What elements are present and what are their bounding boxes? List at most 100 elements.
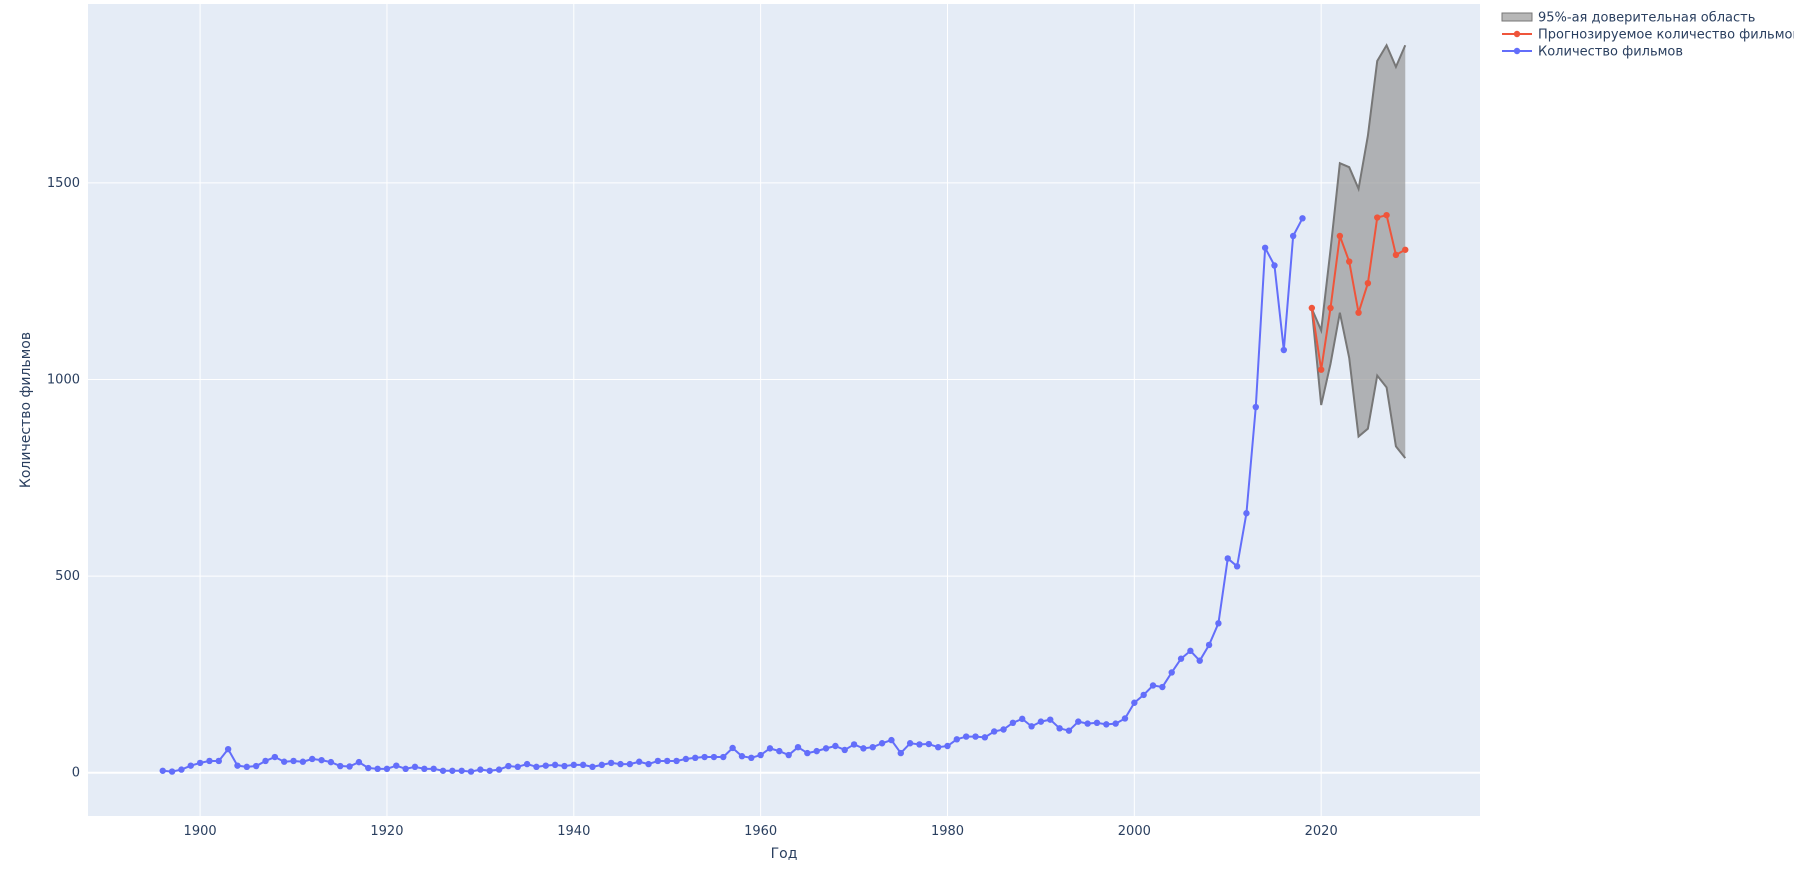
data-point[interactable] (178, 766, 185, 773)
data-point[interactable] (234, 762, 241, 769)
data-point[interactable] (664, 757, 671, 765)
data-point[interactable] (523, 760, 531, 768)
data-point[interactable] (729, 744, 736, 752)
data-point[interactable] (1019, 715, 1026, 723)
data-point[interactable] (1196, 657, 1203, 664)
data-point[interactable] (430, 765, 437, 773)
data-point[interactable] (925, 740, 933, 748)
data-point[interactable] (271, 753, 279, 761)
data-point[interactable] (850, 741, 858, 748)
legend-item-forecast[interactable]: Прогнозируемое количество фильмов (1502, 28, 1794, 43)
data-point[interactable] (477, 766, 484, 773)
data-point[interactable] (878, 740, 886, 747)
data-point[interactable] (1280, 346, 1288, 354)
data-point[interactable] (1131, 699, 1138, 706)
data-point[interactable] (187, 762, 194, 769)
data-point[interactable] (1121, 715, 1129, 722)
data-point[interactable] (299, 758, 307, 765)
data-point[interactable] (1159, 683, 1166, 691)
data-point[interactable] (944, 742, 951, 750)
data-point[interactable] (1187, 647, 1194, 655)
data-point[interactable] (280, 758, 288, 765)
data-point[interactable] (934, 743, 942, 751)
data-point[interactable] (1317, 366, 1325, 373)
data-point[interactable] (906, 740, 914, 747)
data-point[interactable] (1084, 720, 1091, 727)
data-point[interactable] (991, 728, 998, 735)
data-point[interactable] (1103, 721, 1110, 728)
data-point[interactable] (813, 747, 820, 755)
data-point[interactable] (1383, 211, 1390, 219)
data-point[interactable] (794, 743, 802, 751)
data-point[interactable] (327, 758, 335, 766)
data-point[interactable] (570, 761, 577, 769)
data-point[interactable] (1364, 279, 1372, 287)
data-point[interactable] (206, 757, 213, 765)
data-point[interactable] (458, 767, 465, 774)
data-point[interactable] (1224, 555, 1231, 562)
data-point[interactable] (467, 768, 475, 775)
data-point[interactable] (785, 751, 792, 759)
data-point[interactable] (617, 760, 624, 768)
data-point[interactable] (346, 763, 353, 770)
data-point[interactable] (514, 763, 521, 771)
data-point[interactable] (374, 765, 381, 773)
data-point[interactable] (1392, 251, 1400, 259)
data-point[interactable] (962, 733, 970, 740)
data-point[interactable] (542, 762, 549, 769)
data-point[interactable] (822, 745, 830, 752)
data-point[interactable] (449, 767, 456, 774)
data-point[interactable] (1327, 304, 1334, 312)
data-point[interactable] (579, 761, 587, 769)
data-point[interactable] (720, 753, 727, 761)
data-point[interactable] (355, 758, 363, 766)
data-point[interactable] (710, 753, 718, 761)
data-point[interactable] (869, 743, 876, 751)
data-point[interactable] (1112, 720, 1119, 727)
data-point[interactable] (701, 753, 708, 761)
data-point[interactable] (252, 762, 260, 770)
data-point[interactable] (243, 763, 251, 771)
data-point[interactable] (981, 734, 989, 741)
legend-item-ci[interactable]: 95%-ая доверительная область (1501, 11, 1755, 26)
data-point[interactable] (1355, 309, 1362, 316)
data-point[interactable] (402, 765, 409, 773)
data-point[interactable] (1037, 718, 1045, 725)
data-point[interactable] (421, 765, 428, 773)
data-point[interactable] (654, 757, 662, 765)
data-point[interactable] (1009, 719, 1017, 727)
data-point[interactable] (1261, 244, 1269, 251)
legend[interactable]: 95%-ая доверительная область Прогнозируем… (1501, 11, 1794, 60)
data-point[interactable] (1075, 718, 1082, 725)
data-point[interactable] (1047, 716, 1054, 723)
data-point[interactable] (1299, 215, 1306, 222)
data-point[interactable] (1056, 725, 1063, 732)
data-point[interactable] (1140, 691, 1147, 699)
data-point[interactable] (897, 749, 904, 757)
data-point[interactable] (215, 757, 222, 765)
data-point[interactable] (748, 754, 755, 762)
data-point[interactable] (888, 736, 895, 744)
data-point[interactable] (168, 768, 176, 775)
data-point[interactable] (365, 764, 372, 772)
data-point[interactable] (1374, 214, 1381, 221)
data-point[interactable] (607, 759, 615, 767)
data-point[interactable] (1252, 403, 1259, 411)
data-point[interactable] (1289, 232, 1297, 240)
data-point[interactable] (1177, 655, 1185, 662)
data-point[interactable] (1168, 669, 1175, 676)
data-point[interactable] (1233, 563, 1241, 570)
data-point[interactable] (439, 767, 447, 774)
data-point[interactable] (262, 757, 269, 765)
data-point[interactable] (1346, 258, 1353, 265)
data-point[interactable] (1000, 726, 1007, 733)
data-point[interactable] (318, 756, 325, 764)
data-point[interactable] (860, 745, 867, 752)
data-point[interactable] (682, 755, 690, 763)
data-point[interactable] (692, 754, 699, 762)
data-point[interactable] (159, 767, 166, 774)
data-point[interactable] (738, 753, 746, 760)
data-point[interactable] (841, 746, 848, 754)
data-point[interactable] (757, 751, 764, 759)
data-point[interactable] (337, 762, 344, 770)
